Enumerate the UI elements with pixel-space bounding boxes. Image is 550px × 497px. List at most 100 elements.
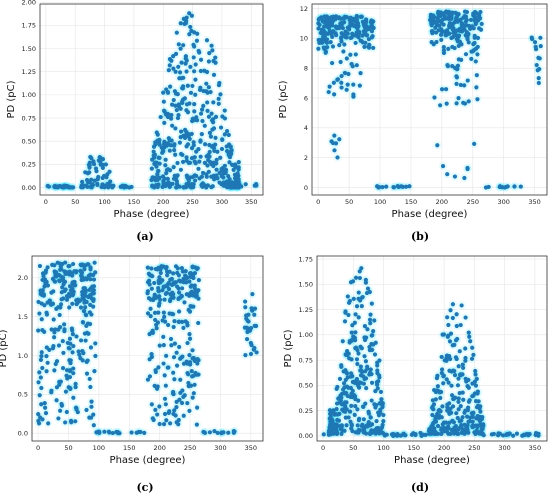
data-point [454, 81, 459, 86]
data-point [210, 48, 215, 53]
data-point [138, 429, 143, 435]
data-point [96, 158, 101, 163]
data-point [179, 129, 184, 134]
data-point [370, 347, 375, 352]
data-point [252, 312, 257, 317]
data-point [92, 260, 97, 265]
data-point [369, 372, 374, 377]
data-point [443, 87, 449, 92]
data-point [377, 375, 382, 380]
data-point [463, 358, 468, 363]
data-point [357, 275, 363, 281]
data-point [219, 430, 224, 435]
data-point [46, 184, 51, 189]
y-tick-label: 0.0 [18, 430, 28, 438]
data-point [83, 170, 88, 175]
data-point [536, 80, 541, 86]
data-point [470, 381, 475, 386]
data-point [39, 317, 44, 322]
data-point [438, 395, 443, 401]
data-point [101, 173, 107, 179]
data-point [220, 114, 225, 119]
data-point [328, 30, 333, 35]
data-point [347, 409, 353, 414]
data-point [432, 95, 437, 100]
data-point [361, 417, 366, 422]
data-point [189, 13, 194, 18]
data-point [196, 320, 201, 326]
data-point [45, 360, 50, 365]
data-point [63, 271, 68, 277]
data-point [199, 183, 204, 188]
data-point [254, 350, 259, 355]
data-point [533, 47, 539, 52]
y-tick-label: 1.25 [22, 68, 36, 76]
data-point [447, 21, 452, 26]
data-point [349, 423, 354, 428]
data-point [445, 402, 450, 407]
x-tick-label: 0 [321, 444, 325, 452]
data-point [178, 21, 183, 26]
data-point [356, 351, 361, 356]
data-point [319, 40, 324, 45]
x-tick-label: 350 [529, 444, 541, 452]
data-point [67, 294, 72, 299]
data-point [188, 303, 193, 309]
data-point [211, 72, 217, 77]
data-point [198, 68, 203, 74]
data-point [447, 420, 452, 425]
data-point [197, 50, 202, 55]
data-point [167, 409, 172, 414]
data-point [434, 388, 439, 393]
data-point [204, 38, 210, 43]
x-axis-label: Phase (degree) [392, 209, 468, 220]
data-point [354, 63, 359, 68]
data-point [433, 419, 439, 424]
data-point [252, 345, 257, 351]
data-point [60, 366, 66, 371]
data-point [84, 371, 90, 376]
x-tick-label: 0 [36, 444, 40, 452]
data-points [45, 11, 259, 190]
data-point [207, 149, 212, 155]
x-tick-label: 0 [316, 198, 320, 206]
data-point [169, 276, 174, 281]
data-point [362, 354, 367, 359]
data-point [348, 52, 353, 57]
data-point [204, 81, 209, 86]
data-point [206, 114, 212, 119]
data-point [206, 85, 211, 90]
data-point [460, 415, 465, 420]
data-point [365, 286, 371, 291]
data-point [196, 166, 201, 171]
x-tick-label: 350 [245, 198, 257, 206]
data-point [149, 266, 154, 271]
y-tick-label: 0.25 [22, 161, 36, 169]
data-point [337, 137, 342, 142]
data-point [371, 45, 376, 51]
data-point [191, 391, 196, 396]
data-point [150, 157, 155, 162]
data-point [497, 431, 502, 436]
data-point [243, 299, 248, 304]
data-point [205, 163, 210, 168]
data-point [157, 343, 162, 348]
data-point [178, 167, 184, 172]
data-point [439, 87, 445, 92]
data-point [351, 296, 356, 302]
data-point [184, 129, 189, 135]
data-point [403, 433, 408, 438]
data-point [157, 301, 162, 306]
data-point [192, 69, 197, 74]
data-point [364, 290, 370, 296]
data-point [236, 160, 241, 165]
data-point [533, 430, 539, 436]
data-point [198, 139, 203, 144]
data-point [208, 134, 214, 139]
data-point [187, 32, 192, 37]
data-point [161, 310, 166, 315]
data-point [190, 293, 195, 298]
data-point [89, 399, 94, 404]
data-point [445, 315, 450, 320]
data-point [456, 96, 461, 101]
